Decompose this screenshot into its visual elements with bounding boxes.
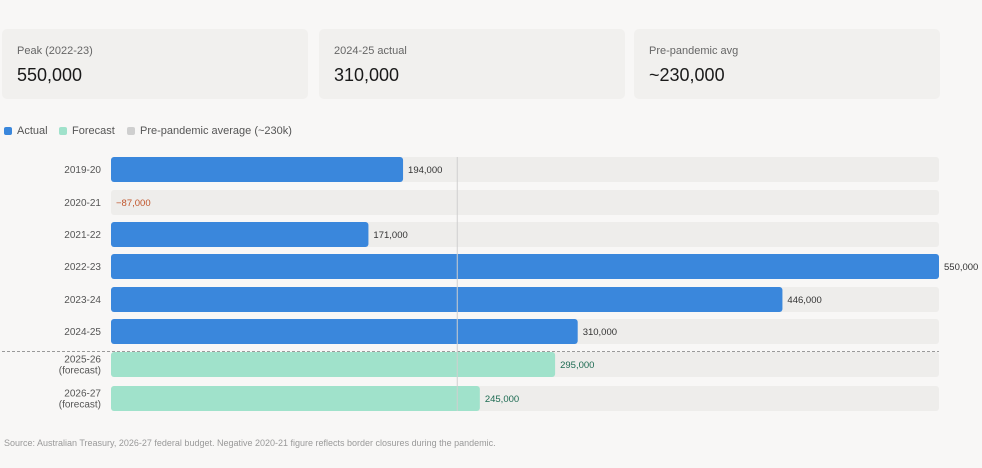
summary-cards: Peak (2022-23) 550,000 2024-25 actual 31… bbox=[2, 29, 942, 99]
category-label: 2020-21 bbox=[64, 198, 101, 209]
card-value: 310,000 bbox=[334, 65, 400, 85]
category-label: 2025-26 (forecast) bbox=[59, 355, 102, 377]
category-label: 2024-25 bbox=[64, 327, 101, 338]
card-pre-pandemic: Pre-pandemic avg ~230,000 bbox=[634, 29, 940, 99]
legend-swatch-forecast bbox=[59, 127, 67, 135]
category-label: 2022-23 bbox=[64, 262, 101, 273]
value-label: 194,000 bbox=[408, 165, 442, 176]
value-label: 171,000 bbox=[373, 230, 407, 241]
legend-swatch-actual bbox=[4, 127, 12, 135]
category-label: 2019-20 bbox=[64, 165, 101, 176]
bar-track bbox=[111, 190, 939, 215]
bar-forecast bbox=[111, 386, 480, 411]
card-current: 2024-25 actual 310,000 bbox=[319, 29, 625, 99]
bar-actual bbox=[111, 157, 404, 182]
source-note: Source: Australian Treasury, 2026-27 fed… bbox=[4, 438, 496, 448]
card-label: Peak (2022-23) bbox=[17, 45, 93, 57]
legend-label: Forecast bbox=[72, 125, 115, 137]
category-label: 2021-22 bbox=[64, 230, 101, 241]
card-value: ~230,000 bbox=[649, 65, 725, 85]
card-label: Pre-pandemic avg bbox=[649, 45, 739, 57]
value-label: −87,000 bbox=[116, 198, 151, 209]
value-label: 245,000 bbox=[485, 394, 519, 405]
legend-item-forecast: Forecast bbox=[59, 125, 115, 137]
card-peak: Peak (2022-23) 550,000 bbox=[2, 29, 308, 99]
legend-label: Actual bbox=[17, 125, 48, 137]
bar-actual bbox=[111, 254, 939, 279]
card-value: 550,000 bbox=[17, 65, 83, 85]
bar-actual bbox=[111, 287, 783, 312]
bar-actual bbox=[111, 222, 369, 247]
value-label: 550,000 bbox=[944, 262, 978, 273]
bar-chart: 2019-20 194,000 2020-21 −87,000 2021-22 171,0… bbox=[2, 157, 978, 411]
value-label: 295,000 bbox=[560, 360, 594, 371]
legend-item-reference: Pre-pandemic average (~230k) bbox=[127, 125, 292, 137]
legend-label: Pre-pandemic average (~230k) bbox=[140, 125, 292, 137]
bar-forecast bbox=[111, 352, 556, 377]
legend-swatch-reference bbox=[127, 127, 135, 135]
card-label: 2024-25 actual bbox=[334, 45, 407, 57]
value-label: 310,000 bbox=[583, 327, 617, 338]
value-label: 446,000 bbox=[787, 295, 821, 306]
category-label: 2026-27 (forecast) bbox=[59, 389, 102, 411]
bar-actual bbox=[111, 319, 578, 344]
legend-item-actual: Actual bbox=[4, 125, 48, 137]
category-label: 2023-24 bbox=[64, 295, 101, 306]
